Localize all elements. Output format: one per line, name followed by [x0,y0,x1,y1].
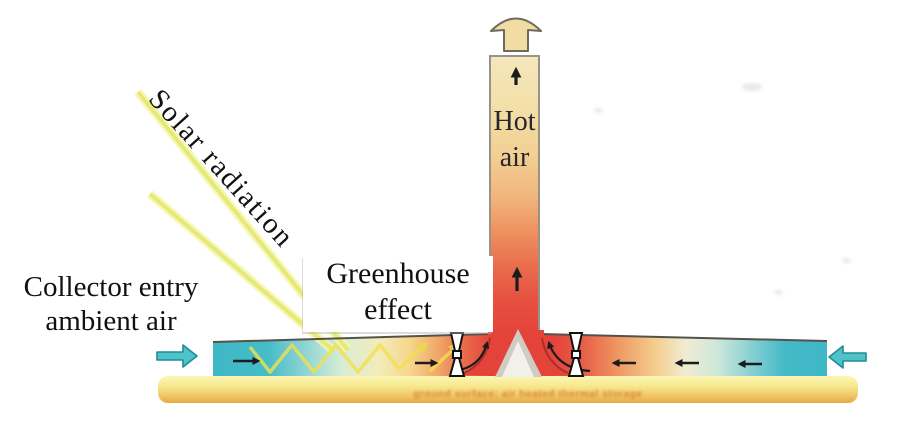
collector-entry-line1: Collector entry [23,271,199,303]
greenhouse-line2: effect [364,293,432,326]
exit-arrow-icon [490,17,542,52]
scan-speck [594,108,603,113]
reflection-zigzag-icon [248,341,461,374]
chimney-tower [489,55,540,338]
entry-arrow-left-icon [156,344,198,368]
turbine-icon [448,332,466,377]
collector-entry-line2: ambient air [45,305,177,337]
hot-air-line1: Hot [493,106,536,137]
scan-speck [742,83,762,91]
hot-air-label: Hot air [489,104,540,176]
hot-air-line2: air [499,142,530,173]
scan-speck [842,258,851,263]
scan-speck [774,290,783,295]
ground-caption: ground surface: air heated thermal stora… [413,389,643,400]
ground-hump-icon [495,329,542,377]
flow-arrow-icon [233,356,762,369]
collector-roof-line [212,333,828,343]
entry-arrow-right-icon [828,345,867,369]
turbine-icon [567,332,585,377]
greenhouse-line1: Greenhouse [326,257,470,290]
greenhouse-effect-label: Greenhouse effect [303,256,493,332]
updraft-arrow-icon [510,66,523,291]
collector-entry-label: Collector entry ambient air [0,270,222,338]
ground-strip: ground surface: air heated thermal stora… [158,376,858,403]
